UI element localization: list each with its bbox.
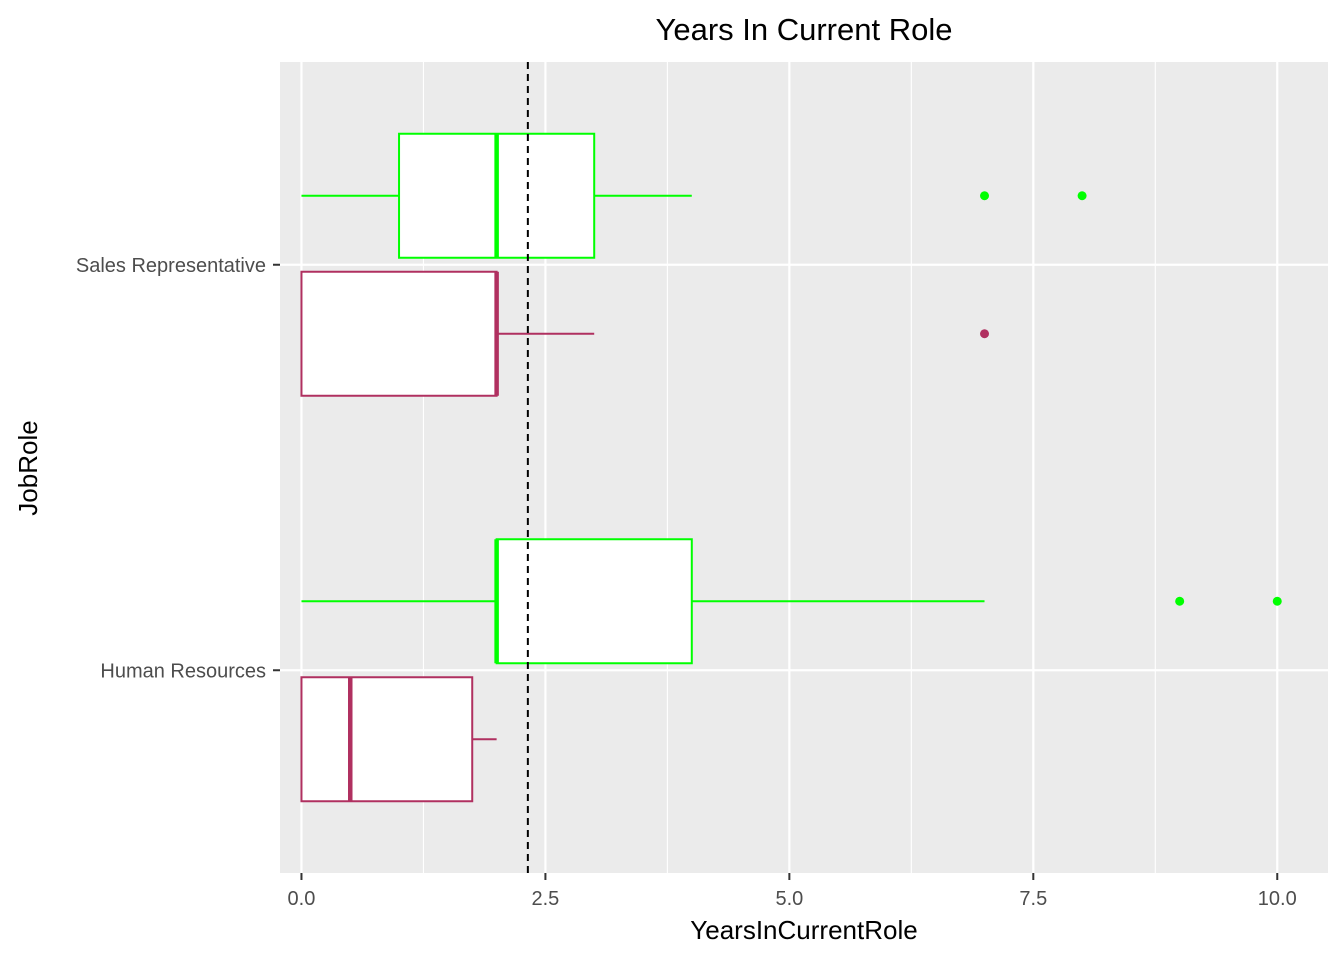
x-tick-label: 0.0	[288, 888, 316, 910]
box-iqr	[300, 676, 474, 803]
box-group	[301, 132, 1087, 259]
box-iqr	[495, 538, 693, 665]
y-tick-label: Human Resources	[100, 660, 266, 682]
outlier-point	[1077, 191, 1087, 201]
outlier-point	[1272, 596, 1282, 606]
x-tick-label: 5.0	[775, 888, 803, 910]
y-tick-label: Sales Representative	[76, 255, 266, 277]
outlier-point	[1175, 596, 1185, 606]
box-group	[300, 676, 497, 803]
box-group	[301, 538, 1282, 665]
axes: 0.0 2.5 5.0 7.5 10.0 Human Resources Sales Rep…	[76, 255, 1297, 910]
outlier-point	[980, 191, 990, 201]
y-axis-title: JobRole	[13, 420, 43, 515]
x-tick-label: 7.5	[1019, 888, 1047, 910]
grid-lines	[280, 62, 1328, 873]
outlier-point	[980, 329, 990, 339]
chart-title: Years In Current Role	[656, 12, 953, 47]
box-layer	[300, 132, 1282, 803]
box-group	[300, 270, 990, 397]
x-tick-label: 10.0	[1258, 888, 1297, 910]
box-iqr	[300, 270, 498, 397]
x-axis-title: YearsInCurrentRole	[690, 915, 917, 945]
x-tick-label: 2.5	[532, 888, 560, 910]
